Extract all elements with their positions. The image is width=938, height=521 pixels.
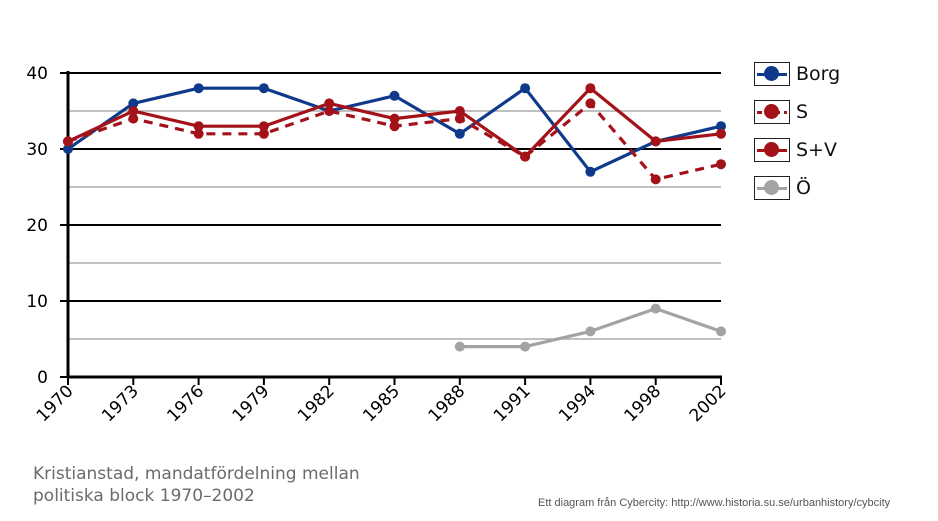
x-tick-label-1979: 1979 bbox=[229, 381, 274, 426]
x-tick-label-1994: 1994 bbox=[555, 381, 600, 426]
y-tick-label-30: 30 bbox=[26, 140, 48, 160]
point-s-v-1991 bbox=[520, 151, 531, 162]
point-s-v-1988 bbox=[454, 106, 465, 116]
legend-key-o bbox=[754, 176, 790, 200]
point-borg-1973 bbox=[128, 98, 139, 109]
legend-label-s-v: S+V bbox=[796, 139, 837, 161]
point-borg-1985 bbox=[389, 90, 400, 101]
x-tick-label-1973: 1973 bbox=[98, 381, 143, 426]
caption-line-1: Kristianstad, mandatfördelning mellan bbox=[33, 464, 360, 484]
legend-item-s: S bbox=[754, 100, 934, 126]
point-s-v-1998 bbox=[650, 136, 661, 147]
point-s-1979 bbox=[258, 128, 269, 139]
point-s-v-1976 bbox=[193, 121, 204, 132]
x-tick-label-1998: 1998 bbox=[621, 381, 666, 426]
x-tick-label-1982: 1982 bbox=[294, 381, 339, 426]
point-s-v-1970 bbox=[63, 136, 73, 147]
point-borg-1988 bbox=[454, 128, 465, 139]
point-s-v-1979 bbox=[258, 121, 269, 132]
point-o-1988 bbox=[454, 341, 465, 352]
point-s-1998 bbox=[650, 174, 661, 185]
point-s-v-1973 bbox=[128, 106, 139, 116]
point-s-1988 bbox=[454, 113, 465, 124]
point-borg-1991 bbox=[520, 83, 531, 94]
x-tick-label-1991: 1991 bbox=[490, 381, 535, 426]
point-s-v-2002 bbox=[716, 128, 726, 139]
point-s-v-1982 bbox=[324, 98, 335, 109]
series-group bbox=[63, 83, 726, 352]
legend-key-s-v bbox=[754, 138, 790, 162]
y-tick-label-10: 10 bbox=[26, 292, 48, 312]
point-s-1994 bbox=[585, 98, 596, 109]
legend-label-o: Ö bbox=[796, 177, 811, 199]
point-o-1994 bbox=[585, 326, 596, 337]
chart-caption: Kristianstad, mandatfördelning mellan po… bbox=[33, 463, 360, 507]
point-o-1998 bbox=[650, 303, 661, 314]
legend-label-s: S bbox=[796, 101, 809, 123]
y-tick-label-40: 40 bbox=[26, 64, 48, 84]
x-tick-label-2002: 2002 bbox=[686, 381, 731, 426]
point-borg-1979 bbox=[258, 83, 269, 94]
point-s-1976 bbox=[193, 128, 204, 139]
legend-label-borg: Borg bbox=[796, 63, 841, 85]
point-s-1973 bbox=[128, 113, 139, 124]
legend-item-s-v: S+V bbox=[754, 138, 934, 164]
point-borg-1994 bbox=[585, 166, 596, 177]
point-s-1982 bbox=[324, 106, 335, 116]
point-s-2002 bbox=[716, 159, 726, 170]
x-tick-label-1970: 1970 bbox=[33, 381, 78, 426]
point-s-v-1994 bbox=[585, 83, 596, 94]
point-s-v-1985 bbox=[389, 113, 400, 124]
legend-item-o: Ö bbox=[754, 176, 934, 202]
point-borg-1970 bbox=[63, 144, 73, 154]
y-tick-label-0: 0 bbox=[37, 368, 48, 388]
gridlines bbox=[68, 72, 721, 340]
legend-item-borg: Borg bbox=[754, 62, 934, 88]
legend-key-borg bbox=[754, 62, 790, 86]
caption-line-2: politiska block 1970–2002 bbox=[33, 486, 255, 506]
point-borg-1976 bbox=[193, 83, 204, 94]
y-tick-label-20: 20 bbox=[26, 216, 48, 236]
point-s-1985 bbox=[389, 121, 400, 132]
point-borg-2002 bbox=[716, 121, 726, 132]
x-tick-label-1988: 1988 bbox=[425, 381, 470, 426]
point-o-2002 bbox=[716, 326, 726, 337]
legend-key-s bbox=[754, 100, 790, 124]
source-credit: Ett diagram från Cybercity: http://www.h… bbox=[538, 497, 891, 509]
point-o-1991 bbox=[520, 341, 531, 352]
x-tick-label-1985: 1985 bbox=[359, 381, 404, 426]
axes bbox=[60, 71, 722, 385]
x-tick-label-1976: 1976 bbox=[163, 381, 208, 426]
